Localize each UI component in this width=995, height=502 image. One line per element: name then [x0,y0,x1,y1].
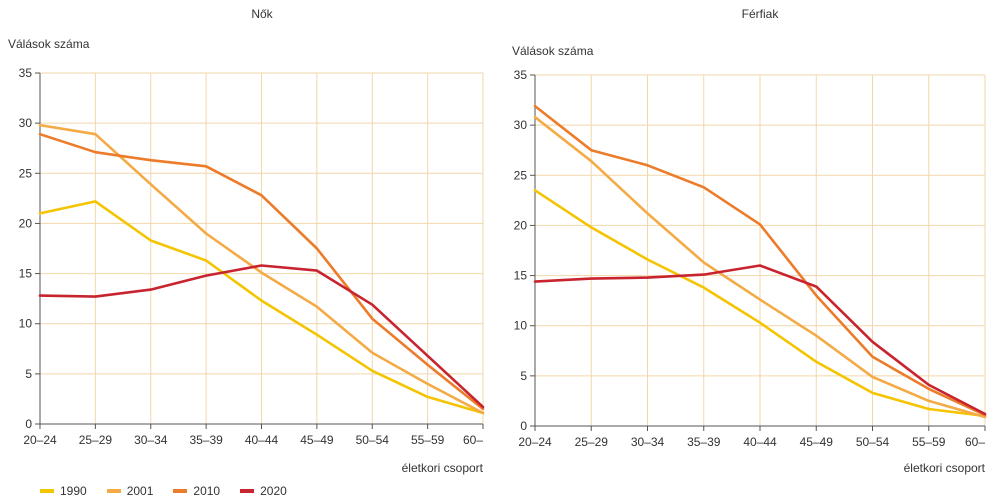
nok-ytick-label: 10 [19,317,33,331]
ferfiak-x-axis-label: életkori csoport [904,461,986,475]
nok-y-axis-label: Válások száma [8,37,90,51]
ferfiak-ytick-label: 5 [520,369,527,383]
nok-xtick-label: 40–44 [245,433,279,447]
legend-label-2020: 2020 [260,484,287,498]
ferfiak-series-line-2001 [533,115,987,419]
ferfiak-xtick-label: 20–24 [518,435,552,449]
legend-item-1990: 1990 [40,484,87,498]
nok-ytick-label: 15 [19,267,33,281]
nok-series-line-2020 [38,264,485,409]
ferfiak-xtick-label: 30–34 [631,435,665,449]
ferfiak-series-line-2010 [533,104,987,417]
legend-item-2001: 2001 [106,484,154,498]
ferfiak-ytick-label: 10 [514,319,528,333]
legend-swatch-2001 [106,489,121,493]
legend-swatch-1990 [40,489,54,493]
legend-item-2020: 2020 [240,484,287,498]
nok-chart-title: Nők [251,7,273,21]
ferfiak-xtick-label: 35–39 [687,435,721,449]
legend-label-2001: 2001 [126,484,154,498]
chart-canvas: 0 5 10 15 20 25 30 35 20–24 25–29 30–34 35–39 40–44 4… [8,7,987,475]
legend-item-2010: 2010 [173,484,220,498]
nok-xtick-label: 35–39 [189,433,223,447]
legend: 1990 2001 2010 2020 [40,484,287,498]
ferfiak-chart-title: Férfiak [742,7,780,21]
ferfiak-ytick-label: 0 [520,419,527,433]
ferfiak-series-line-2020 [533,264,987,416]
nok-ytick-label: 30 [19,116,33,130]
nok-ytick-label: 0 [25,417,32,431]
nok-series-line-1990 [38,200,485,415]
legend-label-2010: 2010 [193,484,221,498]
nok-xtick-label: 25–29 [79,433,113,447]
ferfiak-ytick-label: 15 [514,269,528,283]
nok-xtick-label: 55–59 [411,433,445,447]
nok-xtick-label: 45–49 [300,433,334,447]
ferfiak-xtick-label: 25–29 [575,435,609,449]
ferfiak-ytick-label: 30 [514,118,528,132]
ferfiak-xtick-label: 50–54 [856,435,890,449]
ferfiak-ytick-label: 20 [514,218,528,232]
ferfiak-y-axis-label: Válások száma [512,44,594,58]
nok-xtick-label: 20–24 [23,433,57,447]
nok-x-axis-label: életkori csoport [402,461,484,475]
legend-swatch-2010 [173,489,188,493]
nok-xtick-label: 60– [463,433,483,447]
nok-xtick-label: 30–34 [134,433,168,447]
ferfiak-xtick-label: 40–44 [743,435,777,449]
ferfiak-ytick-label: 35 [514,68,528,82]
nok-ytick-label: 25 [19,166,33,180]
ferfiak-ytick-label: 25 [514,168,528,182]
nok-series-line-2010 [38,132,485,411]
ferfiak-xtick-label: 55–59 [912,435,946,449]
nok-ytick-label: 35 [19,66,33,80]
legend-label-1990: 1990 [60,484,87,498]
ferfiak-series-line-1990 [533,189,987,418]
ferfiak-xtick-label: 60– [965,435,985,449]
nok-xtick-label: 50–54 [356,433,390,447]
nok-ytick-label: 5 [25,367,32,381]
ferfiak-xtick-label: 45–49 [800,435,834,449]
nok-ytick-label: 20 [19,216,33,230]
legend-swatch-2020 [240,489,255,493]
nok-series-line-2001 [38,123,485,415]
